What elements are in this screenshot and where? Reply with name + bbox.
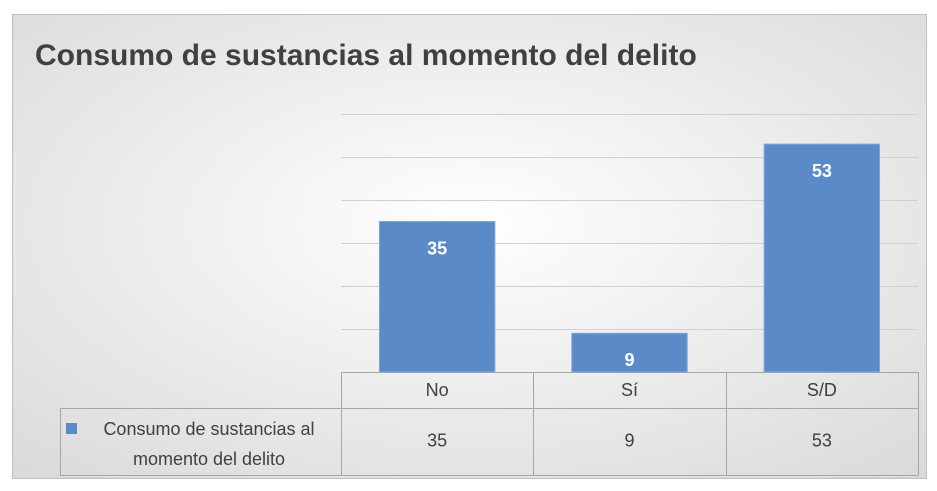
x-tick-label: Sí <box>621 380 638 400</box>
bar <box>763 143 881 373</box>
table-value: 53 <box>812 430 832 450</box>
legend-entry: Consumo de sustancias al momento del del… <box>103 419 315 469</box>
data-label: 35 <box>427 238 447 258</box>
table-value: 9 <box>624 430 634 450</box>
data-label: 53 <box>812 161 832 181</box>
table-value: 35 <box>427 430 447 450</box>
chart-title: Consumo de sustancias al momento del del… <box>35 39 697 72</box>
data-label: 9 <box>624 350 634 370</box>
x-tick-label: S/D <box>807 380 837 400</box>
bar <box>378 221 496 373</box>
legend-swatch <box>66 423 77 434</box>
x-tick-label: No <box>426 380 449 400</box>
bar <box>571 332 688 373</box>
